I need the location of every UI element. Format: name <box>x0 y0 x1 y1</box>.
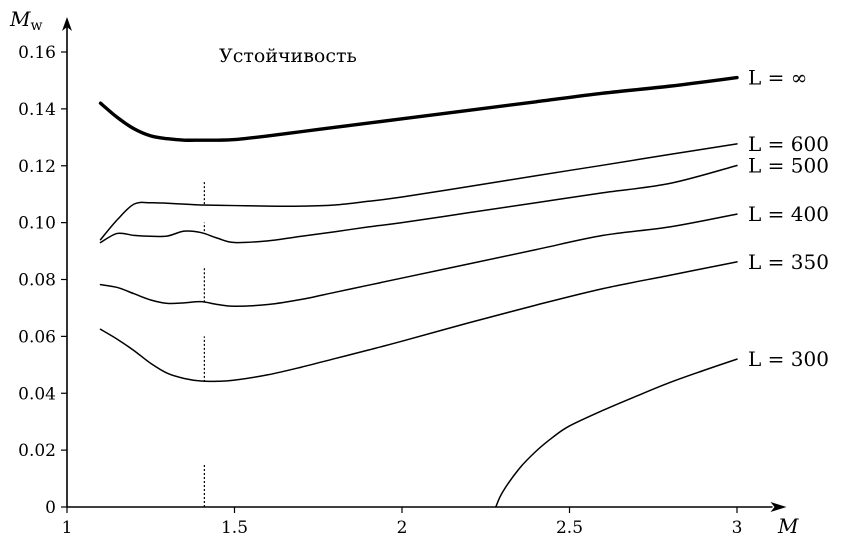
x-tick-label: 2.5 <box>556 518 583 538</box>
y-tick-label: 0 <box>45 498 56 518</box>
series-line <box>98 75 739 142</box>
series-label: L = 500 <box>748 153 829 177</box>
series-line <box>99 213 738 307</box>
series-line <box>495 358 738 508</box>
series-line <box>99 143 738 241</box>
y-ticks: 0 0.02 0.04 0.06 0.08 0.10 0.12 0.14 0.16 <box>18 43 67 518</box>
x-tick-label: 1 <box>62 518 73 538</box>
series-label: L = 400 <box>748 202 829 226</box>
x-tick-label: 2 <box>397 518 408 538</box>
y-axis-arrowhead <box>62 16 72 31</box>
x-ticks: 1 1.5 2 2.5 3 <box>62 507 743 538</box>
x-axis-title: M <box>777 514 799 538</box>
series-label: L = 300 <box>748 347 829 371</box>
series-lines <box>98 75 739 508</box>
x-axis: 1 1.5 2 2.5 3 <box>62 502 787 538</box>
y-tick-label: 0.06 <box>18 327 56 347</box>
y-tick-label: 0.16 <box>18 43 56 63</box>
y-axis-title: Mw <box>9 7 42 34</box>
x-tick-label: 3 <box>732 518 743 538</box>
y-axis-title-main: M <box>9 7 31 31</box>
series-label: L = ∞ <box>748 66 807 90</box>
series-line <box>99 261 738 383</box>
stability-annotation: Устойчивость <box>219 45 357 67</box>
y-tick-label: 0.10 <box>18 214 56 234</box>
series-label: L = 350 <box>748 250 829 274</box>
y-axis: 0 0.02 0.04 0.06 0.08 0.10 0.12 0.14 0.16 <box>18 16 72 518</box>
y-axis-title-sub: w <box>30 18 42 34</box>
y-tick-label: 0.12 <box>18 157 56 177</box>
y-tick-label: 0.02 <box>18 441 56 461</box>
series-label: L = 600 <box>748 132 829 156</box>
y-tick-label: 0.14 <box>18 100 56 120</box>
x-tick-label: 1.5 <box>221 518 248 538</box>
y-tick-label: 0.04 <box>18 384 56 404</box>
series-line <box>99 164 738 244</box>
y-tick-label: 0.08 <box>18 271 56 291</box>
x-axis-arrowhead <box>770 502 787 512</box>
